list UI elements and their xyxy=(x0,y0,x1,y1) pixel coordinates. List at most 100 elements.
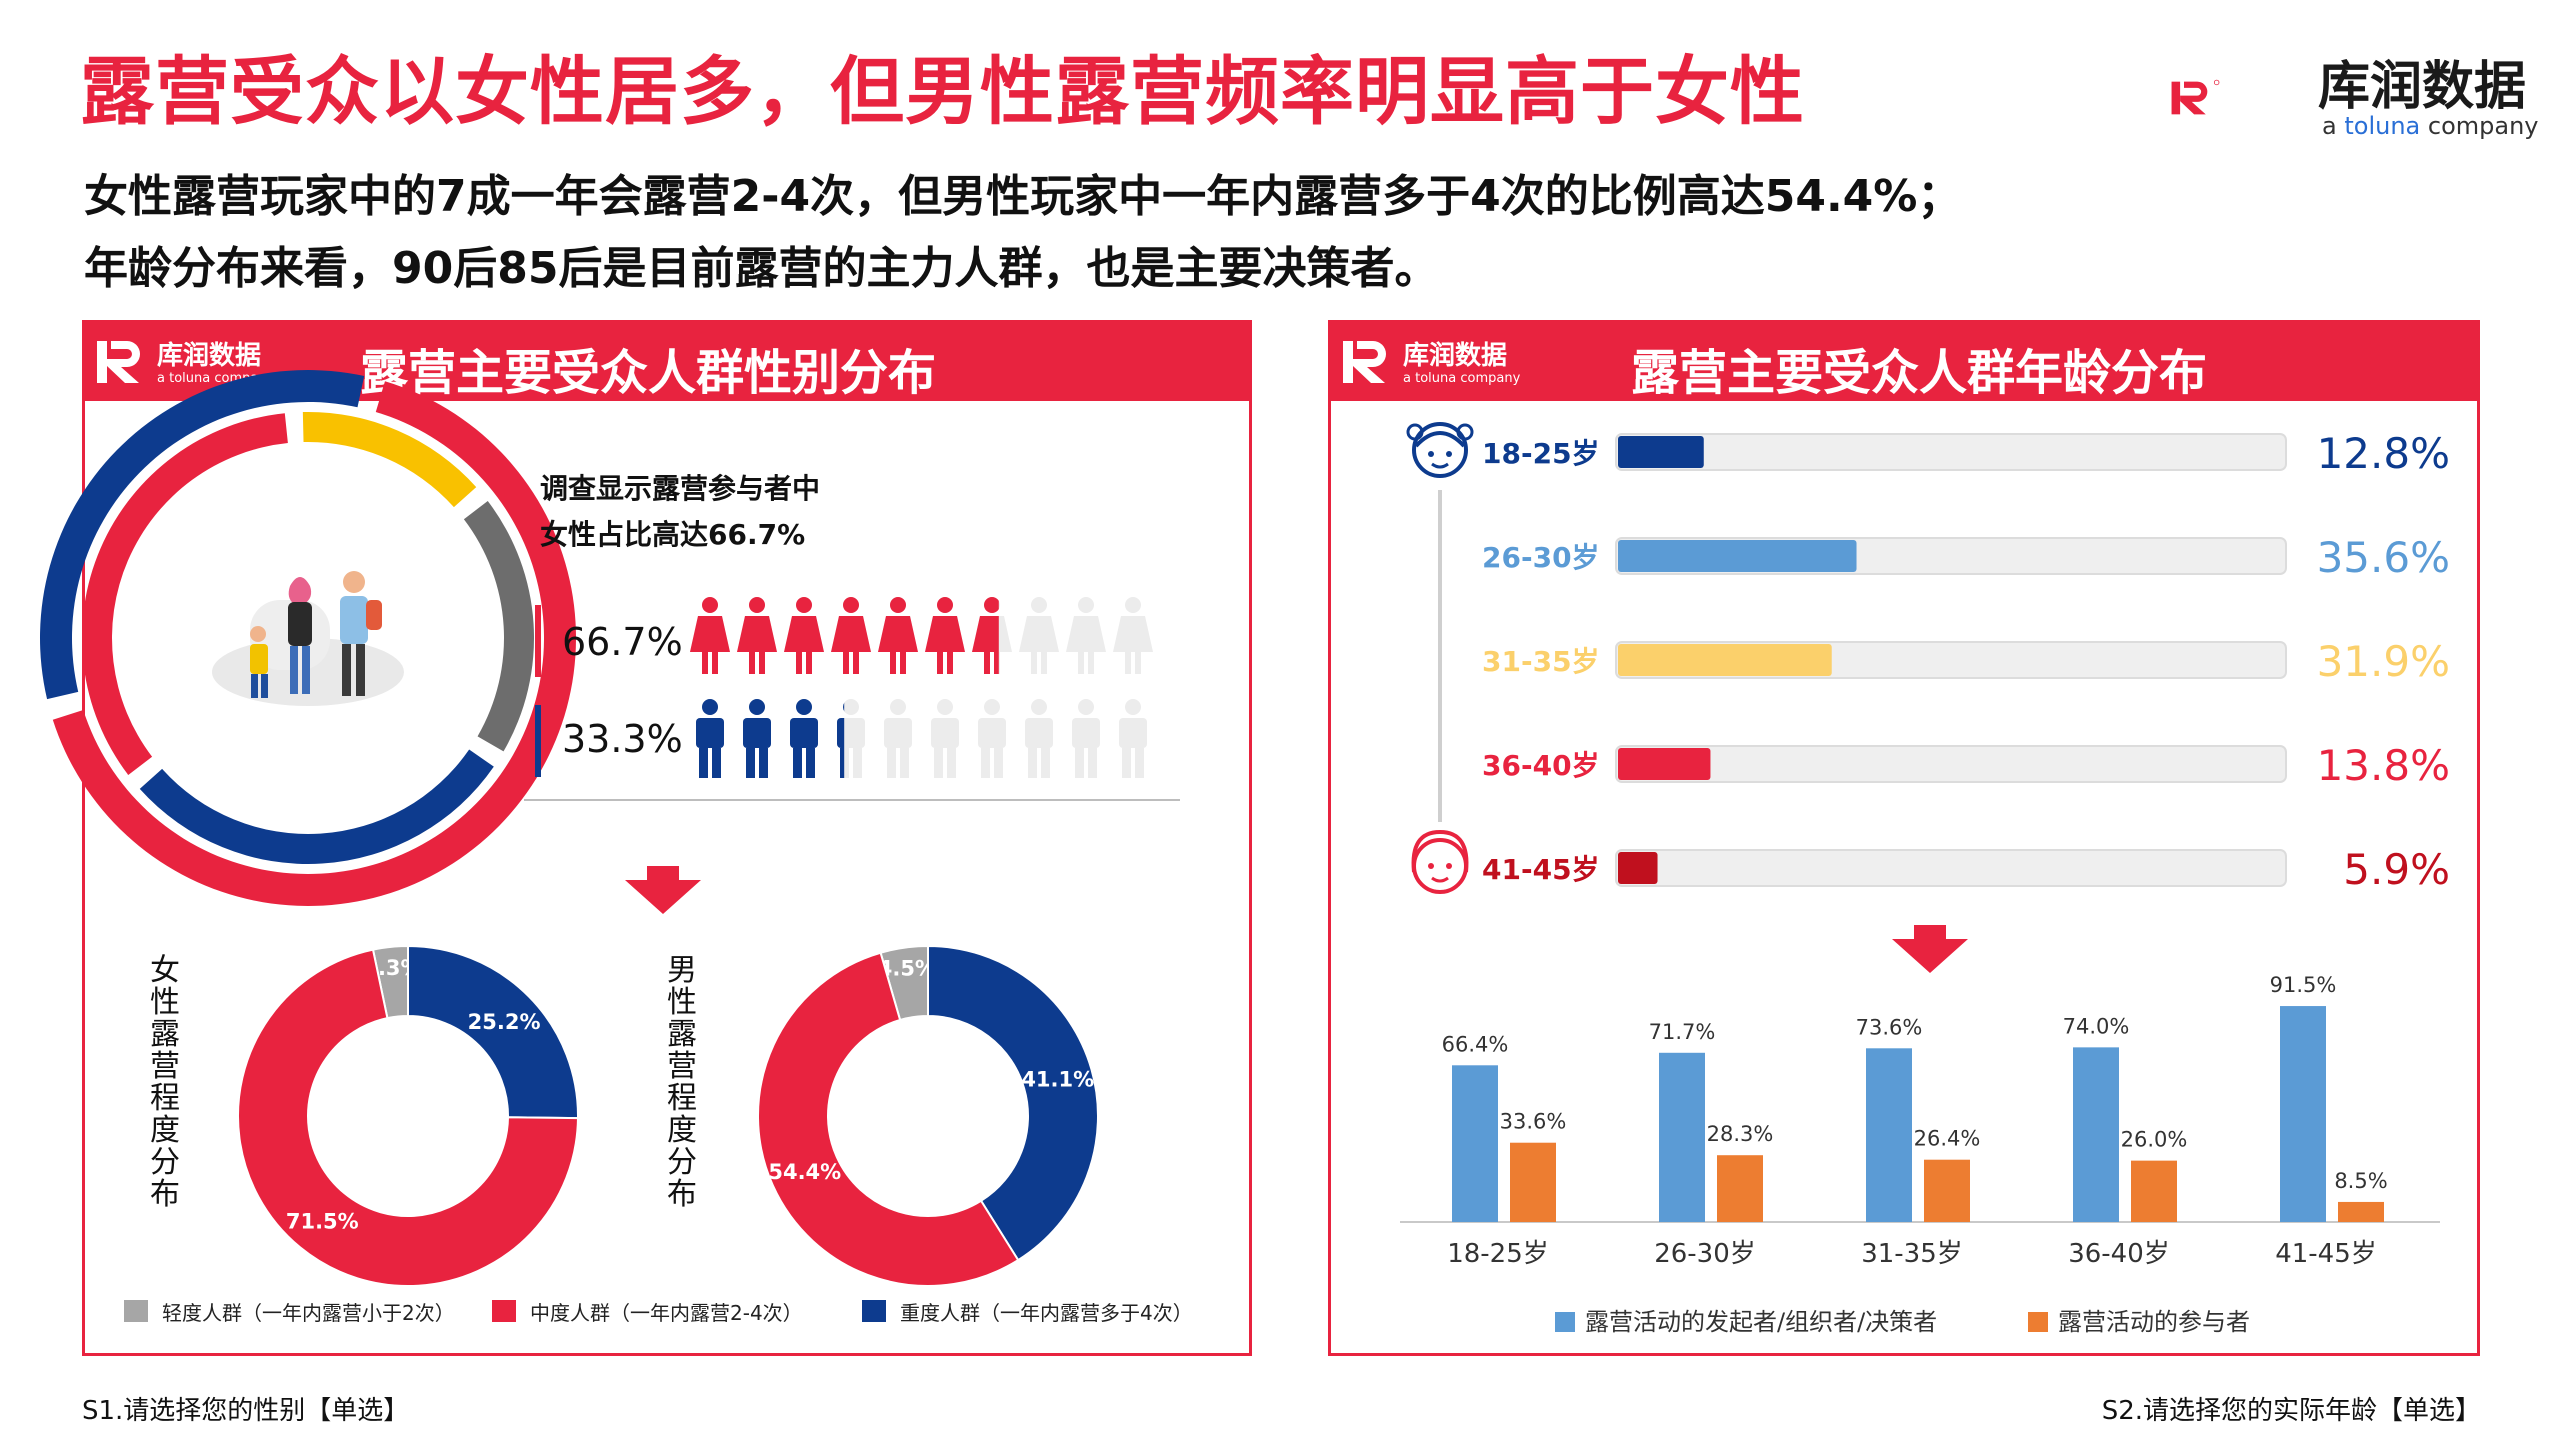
person-dress xyxy=(925,616,965,652)
column-bar xyxy=(1510,1142,1556,1222)
gender-ring-segment xyxy=(139,749,494,865)
legend-swatch xyxy=(124,1300,148,1322)
gender-icon-rows xyxy=(690,597,1153,778)
legend-label: 中度人群（一年内露营2-4次） xyxy=(530,1301,803,1325)
person-dress xyxy=(690,616,730,652)
person-head xyxy=(1031,699,1047,715)
person-leg xyxy=(806,748,815,778)
age-value-label: 35.6% xyxy=(2317,533,2450,582)
person-head xyxy=(843,702,845,712)
age-value-label: 12.8% xyxy=(2317,429,2450,478)
column-data-label: 8.5% xyxy=(2334,1169,2387,1193)
donut-title-char: 程 xyxy=(150,1081,180,1116)
panel-logo-mark xyxy=(1343,341,1386,383)
person-icon-empty xyxy=(1072,699,1100,778)
donut-title-char: 分 xyxy=(667,1145,697,1180)
person-leg xyxy=(1135,652,1141,674)
legend-label: 轻度人群（一年内露营小于2次） xyxy=(162,1301,455,1325)
person-leg xyxy=(1088,748,1097,778)
person-icon-filled xyxy=(925,597,965,674)
age-footnote: S2.请选择您的实际年龄【单选】 xyxy=(2101,1396,2481,1426)
person-leg xyxy=(934,748,943,778)
person-leg xyxy=(793,748,802,778)
person-leg xyxy=(1028,748,1037,778)
donut-slice xyxy=(757,951,1020,1287)
column-data-label: 26.4% xyxy=(1914,1127,1981,1151)
gender-note-line-2: 女性占比高达66.7% xyxy=(540,518,805,551)
person-leg xyxy=(1122,748,1131,778)
gender-ring-chart xyxy=(39,369,577,906)
panel-tagline-brand: toluna xyxy=(169,371,211,386)
panel-brand-name: 库润数据 xyxy=(157,341,262,371)
person-leg xyxy=(947,748,956,778)
person-leg xyxy=(712,652,718,674)
person-icon-filled xyxy=(790,699,818,778)
column-bar xyxy=(2073,1047,2119,1222)
person-leg xyxy=(1088,652,1094,674)
person-torso xyxy=(978,718,1006,748)
column-data-label: 26.0% xyxy=(2121,1128,2188,1152)
person-icon-filled xyxy=(831,597,871,674)
legend-swatch xyxy=(2028,1312,2048,1332)
legend-swatch xyxy=(1555,1312,1575,1332)
page-title: 露营受众以女性居多，但男性露营频率明显高于女性 xyxy=(80,49,1805,135)
donut-data-label: 71.5% xyxy=(286,1209,359,1233)
person-leg xyxy=(900,652,906,674)
person-leg xyxy=(1075,748,1084,778)
person-leg xyxy=(853,652,859,674)
column-data-label: 66.4% xyxy=(1442,1032,1509,1056)
brand-logo-mark xyxy=(2171,79,2220,115)
panel-tagline-prefix: a xyxy=(1403,371,1411,386)
person-head xyxy=(984,597,999,613)
down-arrow-icon xyxy=(1892,925,1968,973)
age-category-label: 36-40岁 xyxy=(1482,749,1600,782)
column-data-label: 33.6% xyxy=(1500,1110,1567,1134)
gender-ring-segment xyxy=(463,501,534,752)
person-icon-filled xyxy=(878,597,918,674)
female-share-label: 66.7% xyxy=(562,620,683,664)
person-leg xyxy=(947,652,953,674)
person-head xyxy=(937,597,953,613)
person-head xyxy=(937,699,953,715)
person-head xyxy=(1125,699,1141,715)
column-data-label: 74.0% xyxy=(2063,1014,2130,1038)
panel-brand-name: 库润数据 xyxy=(1403,341,1508,371)
column-bar xyxy=(2131,1160,2177,1222)
person-leg xyxy=(796,652,802,674)
age-bar-track xyxy=(1615,433,2287,471)
donut-title-char: 程 xyxy=(667,1081,697,1116)
person-icon-filled xyxy=(690,597,730,674)
gender-ring-segment xyxy=(39,369,365,700)
person-torso xyxy=(696,718,724,748)
family-illustration xyxy=(212,571,404,706)
gender-footnote: S1.请选择您的性别【单选】 xyxy=(82,1396,410,1426)
person-leg xyxy=(887,748,896,778)
person-leg xyxy=(840,748,849,778)
donut-slice xyxy=(237,948,580,1287)
person-dress xyxy=(831,616,871,652)
person-icon-empty xyxy=(1066,597,1106,674)
age-category-label: 31-35岁 xyxy=(1482,645,1600,678)
column-category-label: 36-40岁 xyxy=(2068,1239,2170,1269)
donut-slice xyxy=(927,944,1100,1262)
column-bar xyxy=(2280,1006,2326,1222)
person-torso xyxy=(931,718,959,748)
column-bar xyxy=(1717,1155,1763,1222)
age-bar xyxy=(1618,540,1857,572)
person-icon-filled xyxy=(837,702,845,778)
age-category-label: 41-45岁 xyxy=(1482,853,1600,886)
person-leg xyxy=(994,652,999,674)
age-bar xyxy=(1618,436,1704,468)
person-head xyxy=(890,699,906,715)
person-head xyxy=(749,699,765,715)
donut-title-char: 露 xyxy=(667,1017,697,1052)
person-icon-empty xyxy=(1119,699,1147,778)
person-dress xyxy=(784,616,824,652)
column-category-label: 18-25岁 xyxy=(1447,1239,1549,1269)
person-icon-filled xyxy=(972,597,999,674)
legend-swatch xyxy=(492,1300,516,1322)
person-torso xyxy=(1025,718,1053,748)
decision-role-chart: 66.4% 33.6% 18-25岁 71.7% 28.3% 26-30岁 73.6% 26.… xyxy=(1400,973,2440,1336)
age-value-label: 31.9% xyxy=(2317,637,2450,686)
column-bar xyxy=(1924,1159,1970,1222)
